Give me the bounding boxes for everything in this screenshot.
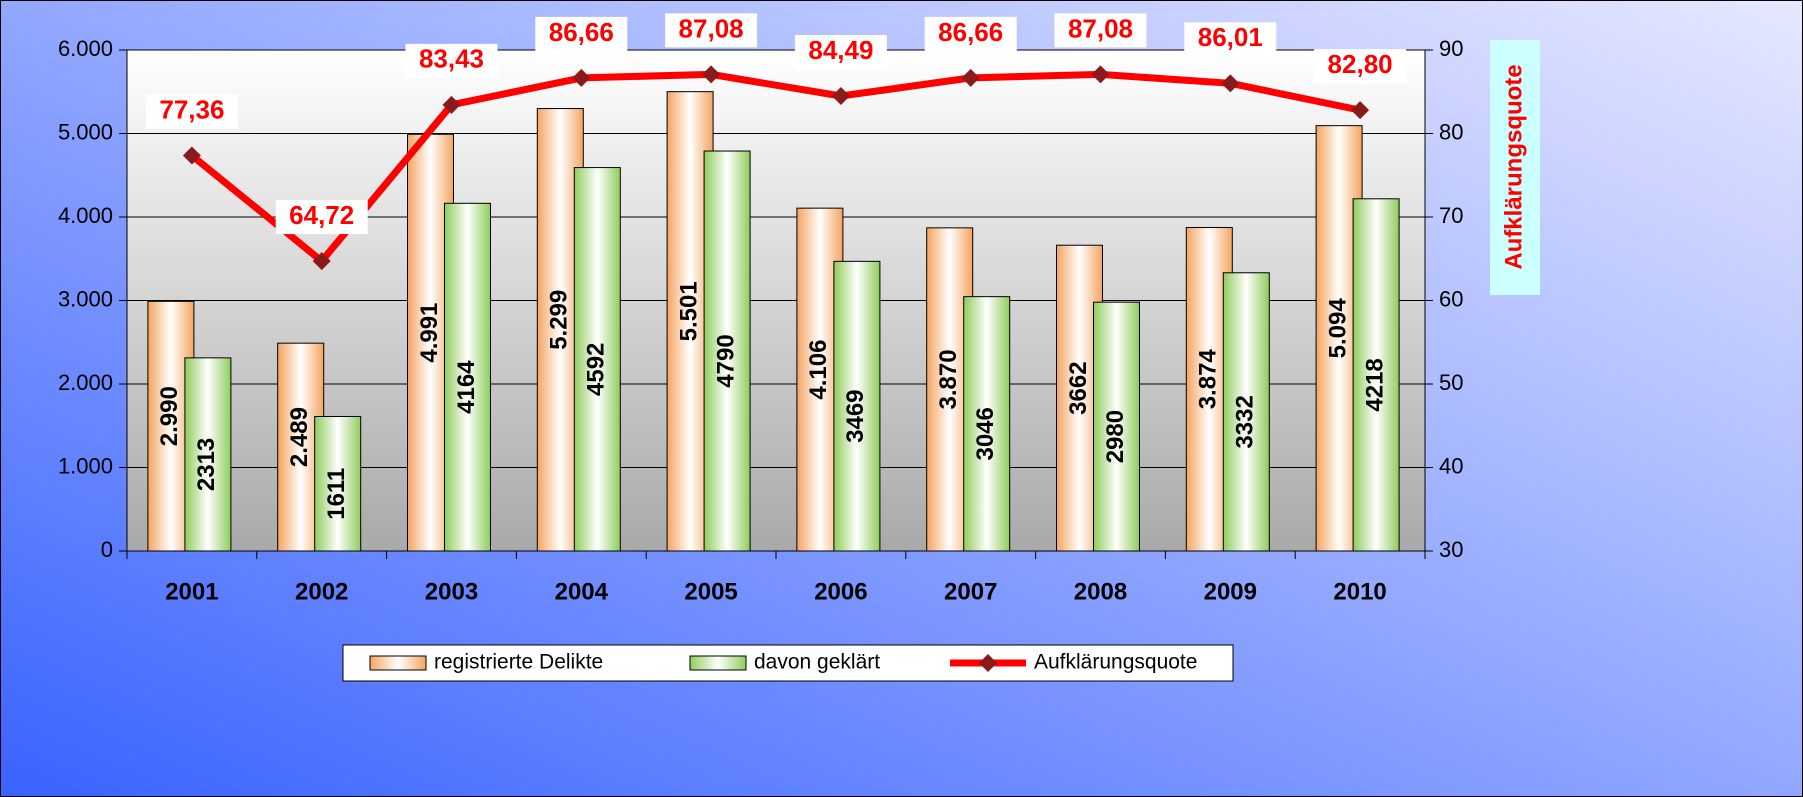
x-tick-label: 2009 [1204, 578, 1257, 605]
bar-value-label: 1611 [323, 468, 350, 520]
bar-value-label: 2980 [1102, 410, 1129, 463]
line-marker [702, 65, 721, 84]
line-marker [442, 95, 461, 114]
line-label-bg [794, 35, 887, 70]
bar-value-label: 4790 [712, 334, 739, 387]
bar [314, 415, 362, 552]
y2-tick-label: 80 [1439, 119, 1463, 144]
x-tick-label: 2001 [165, 578, 218, 605]
line-label-bg [924, 16, 1017, 51]
bar [963, 296, 1011, 552]
legend-label: davon geklärt [754, 651, 880, 674]
bar-value-label: 2313 [193, 438, 220, 491]
x-tick-label: 2007 [944, 578, 997, 605]
bar [1093, 301, 1140, 552]
line-value-label: 87,08 [679, 13, 744, 43]
line-marker [1351, 101, 1370, 120]
y2-tick-label: 90 [1439, 36, 1463, 61]
line-value-label: 86,66 [938, 17, 1003, 47]
bar-value-label: 3662 [1065, 361, 1092, 414]
line-marker [312, 252, 331, 271]
line-value-label: 87,08 [1068, 13, 1133, 43]
line-label-bg [535, 16, 628, 51]
line-value-label: 82,80 [1328, 49, 1393, 79]
line-value-label: 86,66 [549, 17, 614, 47]
y2-label-bg [1490, 40, 1540, 295]
legend-marker [979, 654, 997, 672]
line-marker [961, 68, 980, 87]
bar-value-label: 2.990 [156, 386, 183, 446]
y-tick-label: 2.000 [58, 370, 113, 395]
line-value-label: 64,72 [289, 200, 354, 230]
bar [703, 150, 751, 552]
x-tick-label: 2004 [555, 578, 609, 605]
line-marker [1221, 74, 1240, 93]
line-label-bg [275, 200, 368, 235]
y2-tick-label: 60 [1439, 286, 1463, 311]
line-marker [572, 68, 591, 87]
x-tick-label: 2010 [1333, 578, 1386, 605]
line-label-bg [405, 43, 498, 78]
y-tick-label: 6.000 [58, 36, 113, 61]
x-tick-label: 2002 [295, 578, 348, 605]
line-marker [831, 87, 850, 106]
bar-value-label: 4.991 [416, 303, 443, 363]
legend-label: registrierte Delikte [434, 651, 603, 674]
y-tick-label: 1.000 [58, 453, 113, 478]
bar-value-label: 5.094 [1324, 298, 1351, 359]
bar-value-label: 3469 [842, 389, 869, 442]
bar [833, 260, 881, 552]
y-tick-label: 4.000 [58, 203, 113, 228]
bar-value-label: 5.299 [546, 290, 573, 350]
legend [342, 644, 1234, 682]
bar-value-label: 3.874 [1195, 349, 1222, 410]
bar-value-label: 2.489 [286, 407, 313, 467]
y2-tick-label: 30 [1439, 537, 1463, 562]
line-label-bg [1184, 22, 1277, 57]
line-label-bg [1054, 13, 1147, 48]
line-label-bg [665, 13, 758, 48]
bar-value-label: 4218 [1361, 358, 1388, 411]
x-tick-label: 2008 [1074, 578, 1127, 605]
y2-tick-label: 70 [1439, 203, 1463, 228]
bar [1222, 272, 1270, 552]
line-marker [182, 146, 201, 165]
bar-value-label: 3332 [1232, 395, 1259, 448]
y-tick-label: 3.000 [58, 286, 113, 311]
line-label-bg [145, 94, 238, 129]
bar-value-label: 4592 [583, 343, 610, 396]
bar-value-label: 3.870 [935, 349, 962, 409]
line-value-label: 83,43 [419, 44, 484, 74]
bar-value-label: 4.106 [805, 340, 832, 400]
bar-value-label: 5.501 [675, 281, 702, 341]
bar [573, 167, 621, 552]
line-value-label: 77,36 [159, 94, 224, 124]
x-tick-label: 2003 [425, 578, 478, 605]
x-tick-label: 2006 [814, 578, 867, 605]
bar [1352, 198, 1400, 552]
line-label-bg [1314, 49, 1407, 84]
x-tick-label: 2005 [684, 578, 737, 605]
legend-label: Aufklärungsquote [1034, 651, 1197, 674]
y-tick-label: 5.000 [58, 119, 113, 144]
bar [184, 357, 232, 552]
bar-value-label: 4164 [453, 360, 480, 414]
legend-swatch [689, 655, 747, 671]
bar-value-label: 3046 [972, 407, 999, 460]
line-marker [1091, 65, 1110, 84]
line-value-label: 86,01 [1198, 22, 1263, 52]
y2-tick-label: 40 [1439, 453, 1463, 478]
bar [444, 202, 491, 552]
line-value-label: 84,49 [808, 35, 873, 65]
y2-tick-label: 50 [1439, 370, 1463, 395]
legend-swatch [369, 655, 427, 671]
y-tick-label: 0 [101, 537, 113, 562]
line [189, 70, 1361, 265]
y2-axis-label: Aufklärungsquote [1500, 64, 1527, 269]
